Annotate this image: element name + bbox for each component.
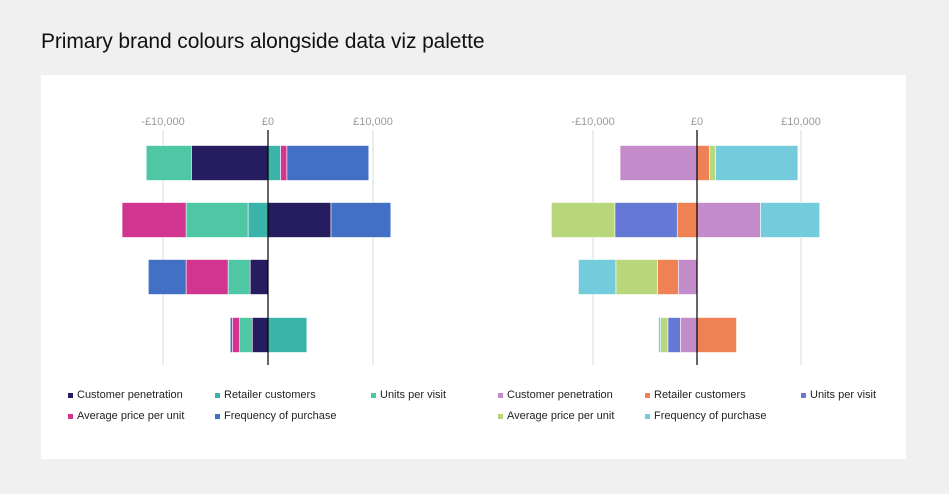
legend-swatch: [68, 392, 73, 398]
legend-label: Frequency of purchase: [654, 410, 767, 422]
bar-segment: [760, 202, 821, 238]
bar-segment: [121, 202, 187, 238]
legend-item: Average price per unit: [68, 410, 184, 422]
bar-segment: [680, 317, 698, 353]
bar-segment: [709, 145, 717, 181]
bar-segment: [267, 317, 308, 353]
tick-label: £0: [691, 116, 703, 128]
bar-segment: [676, 202, 698, 238]
bar-segment: [185, 202, 249, 238]
legend-swatch: [645, 413, 650, 419]
legend-item: Units per visit: [371, 389, 446, 401]
legend-item: Customer penetration: [498, 389, 613, 401]
bar-segment: [148, 259, 187, 295]
charts-canvas: -£10,000 £0 £10,000 -£10,000 £0 £10,000: [121, 116, 821, 365]
bar-segment: [239, 317, 253, 353]
legend-swatch: [68, 413, 73, 419]
legend-item: Frequency of purchase: [645, 410, 767, 422]
bar-segment: [715, 145, 799, 181]
bar-segment: [657, 259, 679, 295]
legend-swatch: [371, 392, 376, 398]
bar-segment: [267, 145, 281, 181]
bar-segment: [578, 259, 617, 295]
legend-label: Average price per unit: [507, 410, 615, 422]
legend-label: Retailer customers: [654, 389, 746, 401]
bar-segment: [229, 317, 233, 353]
bar-segment: [614, 202, 678, 238]
bar-segment: [615, 259, 658, 295]
bar-segment: [330, 202, 392, 238]
legend-label: Units per visit: [380, 389, 447, 401]
bar-segment: [667, 317, 681, 353]
bar-segment: [191, 145, 269, 181]
page-title: Primary brand colours alongside data viz…: [41, 30, 485, 53]
chart-card: -£10,000 £0 £10,000 -£10,000 £0 £10,000 Custo…: [41, 75, 906, 459]
bar-segment: [551, 202, 616, 238]
legend-swatch: [645, 392, 650, 398]
legend-label: Frequency of purchase: [224, 410, 337, 422]
bar-segment: [227, 259, 251, 295]
bar-segment: [696, 202, 761, 238]
legend-item: Frequency of purchase: [215, 410, 337, 422]
legend-item: Average price per unit: [498, 410, 614, 422]
legend-label: Customer penetration: [77, 389, 183, 401]
tick-label: £0: [262, 116, 274, 128]
legend-item: Units per visit: [801, 389, 876, 401]
bar-segment: [677, 259, 698, 295]
tick-label: -£10,000: [571, 116, 614, 128]
bar-segment: [251, 317, 269, 353]
bar-segment: [145, 145, 192, 181]
bar-segment: [658, 317, 661, 353]
legend-swatch: [801, 392, 806, 398]
bar-segment: [247, 202, 269, 238]
bar-segment: [696, 317, 737, 353]
legend-swatch: [215, 413, 220, 419]
bar-segment: [619, 145, 698, 181]
legend-label: Retailer customers: [224, 389, 316, 401]
bar-segment: [696, 145, 710, 181]
legend-label: Customer penetration: [507, 389, 613, 401]
legend-swatch: [215, 392, 220, 398]
tick-label: £10,000: [353, 116, 393, 128]
legend-label: Units per visit: [810, 389, 877, 401]
bar-segment: [267, 202, 332, 238]
tick-label: -£10,000: [141, 116, 184, 128]
bar-segment: [286, 145, 370, 181]
bar-segment: [249, 259, 269, 295]
legend-item: Customer penetration: [68, 389, 183, 401]
bar-segment: [280, 145, 288, 181]
tick-label: £10,000: [781, 116, 821, 128]
bar-segment: [185, 259, 229, 295]
bar-segment: [660, 317, 669, 353]
legend-item: Retailer customers: [215, 389, 316, 401]
legend-swatch: [498, 413, 503, 419]
legend-label: Average price per unit: [77, 410, 185, 422]
bar-segment: [232, 317, 240, 353]
legend-swatch: [498, 392, 503, 398]
legend-item: Retailer customers: [645, 389, 746, 401]
